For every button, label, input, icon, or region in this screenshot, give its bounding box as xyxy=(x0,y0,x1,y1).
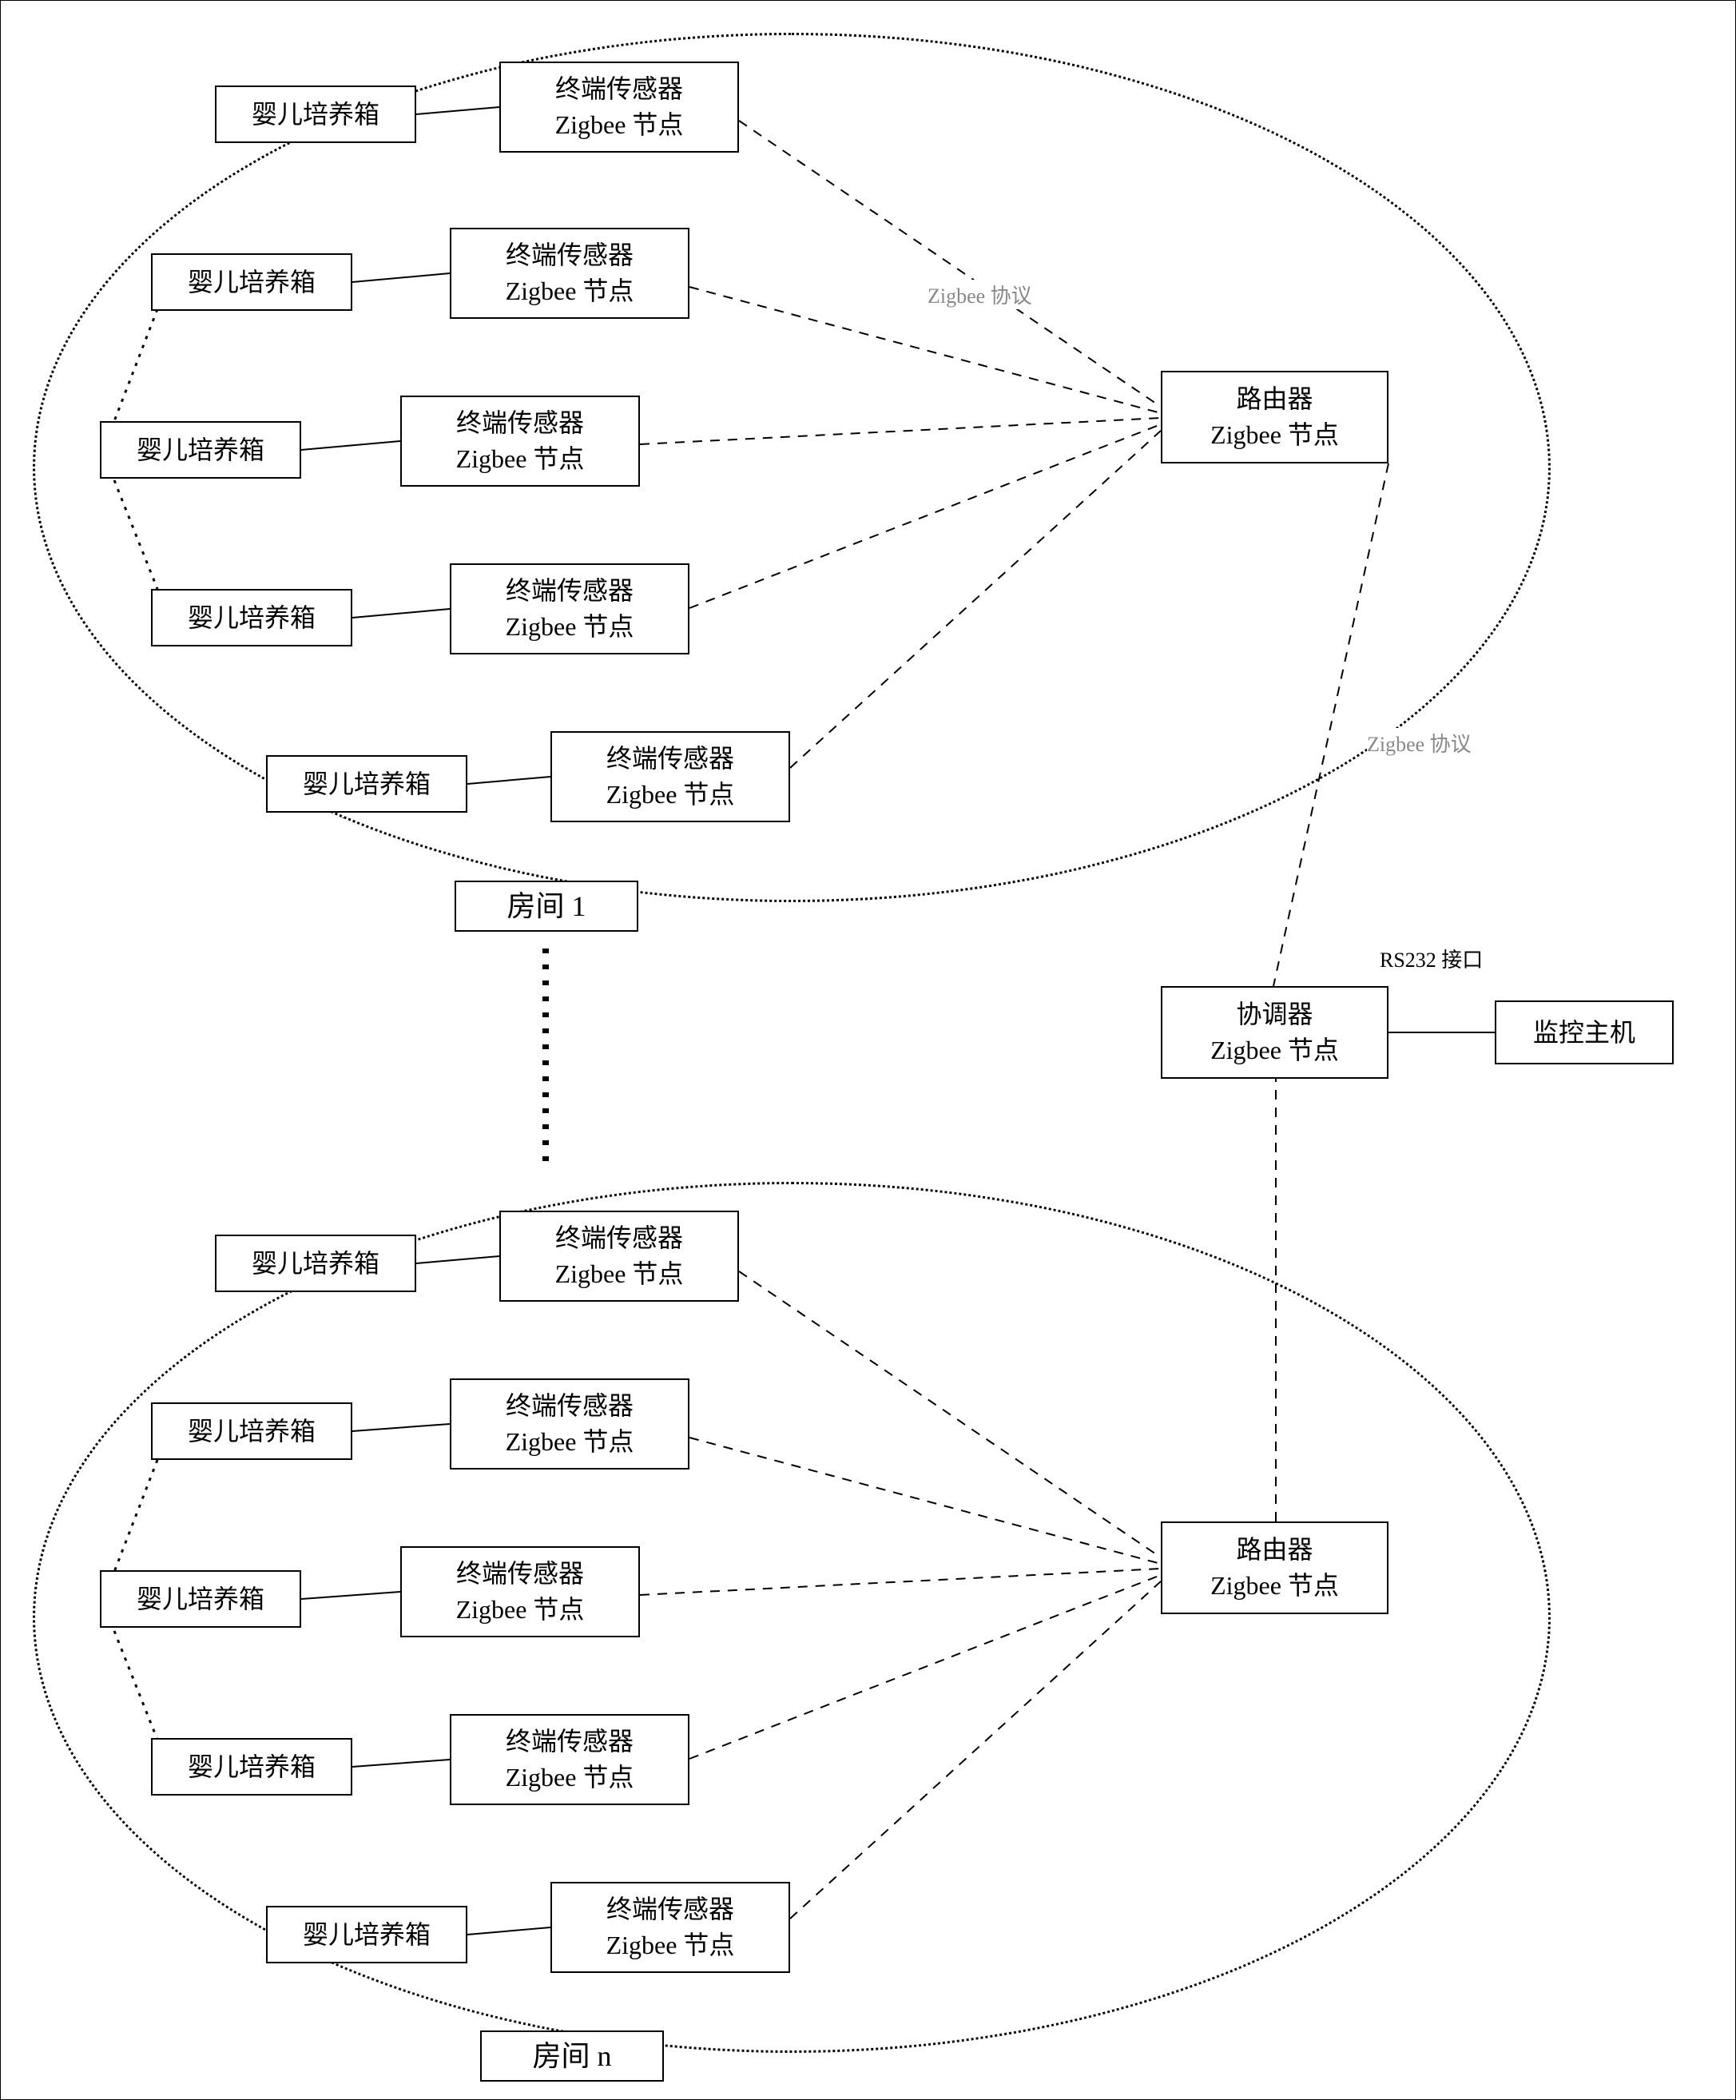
zigbee-label-2: Zigbee 协议 xyxy=(1367,728,1472,758)
roomn-sensor-1: 终端传感器Zigbee 节点 xyxy=(450,1378,689,1470)
room1-incubator-0: 婴儿培养箱 xyxy=(215,86,416,143)
roomn-sensor-4: 终端传感器Zigbee 节点 xyxy=(550,1882,790,1973)
roomn-incubator-1: 婴儿培养箱 xyxy=(151,1402,352,1460)
coordinator-node: 协调器Zigbee 节点 xyxy=(1161,986,1388,1079)
diagram-canvas: 路由器Zigbee 节点婴儿培养箱终端传感器Zigbee 节点婴儿培养箱终端传感… xyxy=(0,0,1736,2100)
room1-zigbee-label: Zigbee 协议 xyxy=(928,280,1032,309)
room1-sensor-3: 终端传感器Zigbee 节点 xyxy=(450,563,689,654)
roomn-sensor-0: 终端传感器Zigbee 节点 xyxy=(499,1211,739,1302)
roomn-incubator-3: 婴儿培养箱 xyxy=(151,1738,352,1796)
room1-sensor-2: 终端传感器Zigbee 节点 xyxy=(400,396,640,487)
roomn-label: 房间 n xyxy=(480,2030,664,2082)
room1-sensor-0: 终端传感器Zigbee 节点 xyxy=(499,62,739,153)
roomn-incubator-0: 婴儿培养箱 xyxy=(215,1235,416,1292)
monitor-host: 监控主机 xyxy=(1495,1000,1674,1064)
roomn-incubator-2: 婴儿培养箱 xyxy=(100,1570,301,1628)
room1-incubator-3: 婴儿培养箱 xyxy=(151,589,352,646)
rs232-label: RS232 接口 xyxy=(1380,944,1483,973)
roomn-incubator-4: 婴儿培养箱 xyxy=(266,1906,467,1963)
room1-label: 房间 1 xyxy=(455,881,638,932)
room1-incubator-4: 婴儿培养箱 xyxy=(266,755,467,813)
roomn-sensor-2: 终端传感器Zigbee 节点 xyxy=(400,1546,640,1637)
room1-incubator-2: 婴儿培养箱 xyxy=(100,421,301,479)
roomn-router: 路由器Zigbee 节点 xyxy=(1161,1521,1388,1614)
room1-sensor-4: 终端传感器Zigbee 节点 xyxy=(550,731,790,822)
room1-router: 路由器Zigbee 节点 xyxy=(1161,371,1388,463)
room1-sensor-1: 终端传感器Zigbee 节点 xyxy=(450,228,689,319)
room1-incubator-1: 婴儿培养箱 xyxy=(151,253,352,311)
roomn-sensor-3: 终端传感器Zigbee 节点 xyxy=(450,1714,689,1805)
